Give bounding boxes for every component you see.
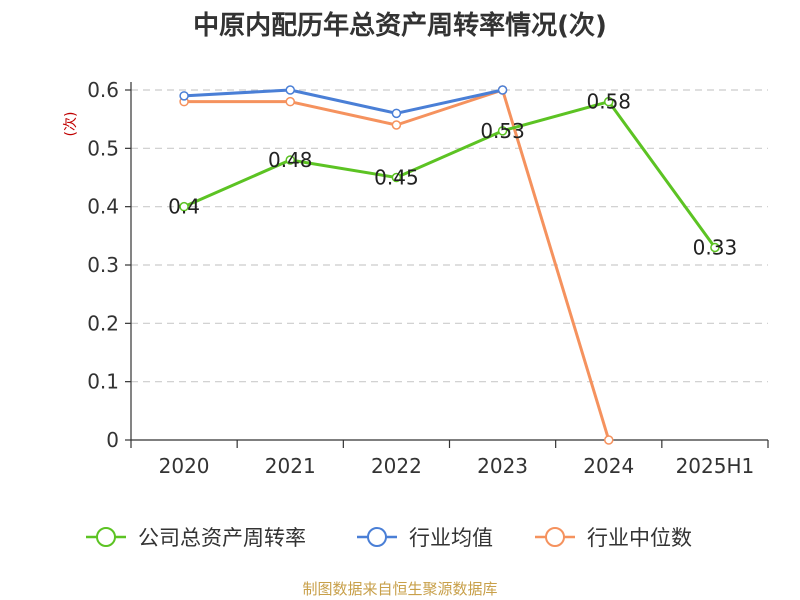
series-group bbox=[179, 85, 720, 445]
y-tick-label-1: 0.1 bbox=[87, 370, 119, 394]
series-line-0 bbox=[183, 100, 717, 249]
data-label-2020: 0.4 bbox=[168, 195, 200, 219]
legend-item-1[interactable]: 行业均值 bbox=[357, 526, 493, 550]
legend-item-0[interactable]: 公司总资产周转率 bbox=[86, 526, 306, 550]
x-tick-label-2021: 2021 bbox=[265, 454, 316, 478]
x-tick-label-2022: 2022 bbox=[371, 454, 422, 478]
point-s1-2020 bbox=[179, 91, 189, 101]
point-s0-2020 bbox=[179, 201, 189, 212]
legend[interactable]: 公司总资产周转率 行业均值 行业中位数 bbox=[86, 526, 692, 550]
point-s0-2021 bbox=[285, 155, 295, 165]
legend-marker-1 bbox=[367, 527, 387, 547]
chart-title: 中原内配历年总资产周转率情况(次) bbox=[193, 10, 607, 41]
point-s0-2022 bbox=[391, 172, 402, 183]
legend-label-1: 行业均值 bbox=[409, 526, 493, 550]
y-tick-label-3: 0.3 bbox=[87, 253, 119, 277]
legend-label-0: 公司总资产周转率 bbox=[138, 526, 306, 550]
data-label-2022: 0.45 bbox=[374, 166, 419, 190]
legend-marker-2 bbox=[545, 527, 565, 547]
point-s0-2023 bbox=[497, 126, 508, 136]
axes: 0 0.1 0.2 0.3 0.4 0.5 0.6 2020 2021 2022 2023 2024 2… bbox=[87, 78, 769, 478]
data-label-2023: 0.53 bbox=[480, 119, 525, 143]
grid bbox=[131, 89, 768, 383]
series-line-1 bbox=[184, 88, 503, 115]
point-s2-2021 bbox=[285, 96, 295, 107]
x-tick-label-2024: 2024 bbox=[583, 454, 634, 478]
data-label-2024: 0.58 bbox=[586, 90, 631, 114]
point-s1-2023 bbox=[497, 85, 508, 95]
legend-item-2[interactable]: 行业中位数 bbox=[535, 526, 692, 550]
x-tick-label-2023: 2023 bbox=[477, 454, 528, 478]
point-s0-2024 bbox=[604, 96, 614, 107]
point-s2-2024 bbox=[604, 435, 614, 445]
y-tick-label-5: 0.5 bbox=[87, 136, 119, 160]
y-tick-label-6: 0.6 bbox=[87, 78, 119, 102]
y-axis-label: (次) bbox=[63, 112, 79, 137]
y-tick-label-4: 0.4 bbox=[87, 195, 119, 219]
y-tick-label-0: 0 bbox=[106, 428, 119, 452]
point-s0-2025H1 bbox=[710, 242, 720, 253]
source-note: 制图数据来自恒生聚源数据库 bbox=[302, 580, 497, 598]
point-s2-2022 bbox=[391, 120, 402, 130]
legend-label-2: 行业中位数 bbox=[587, 526, 692, 550]
data-labels: 0.4 0.48 0.45 0.53 0.58 0.33 bbox=[168, 90, 737, 260]
data-label-2021: 0.48 bbox=[268, 148, 313, 172]
point-s1-2021 bbox=[285, 85, 295, 95]
legend-marker-0 bbox=[96, 527, 116, 547]
point-s1-2022 bbox=[391, 108, 402, 119]
x-tick-label-2025H1: 2025H1 bbox=[676, 454, 755, 478]
x-tick-label-2020: 2020 bbox=[159, 454, 210, 478]
data-label-2025H1: 0.33 bbox=[693, 236, 738, 260]
y-tick-label-2: 0.2 bbox=[87, 311, 119, 335]
